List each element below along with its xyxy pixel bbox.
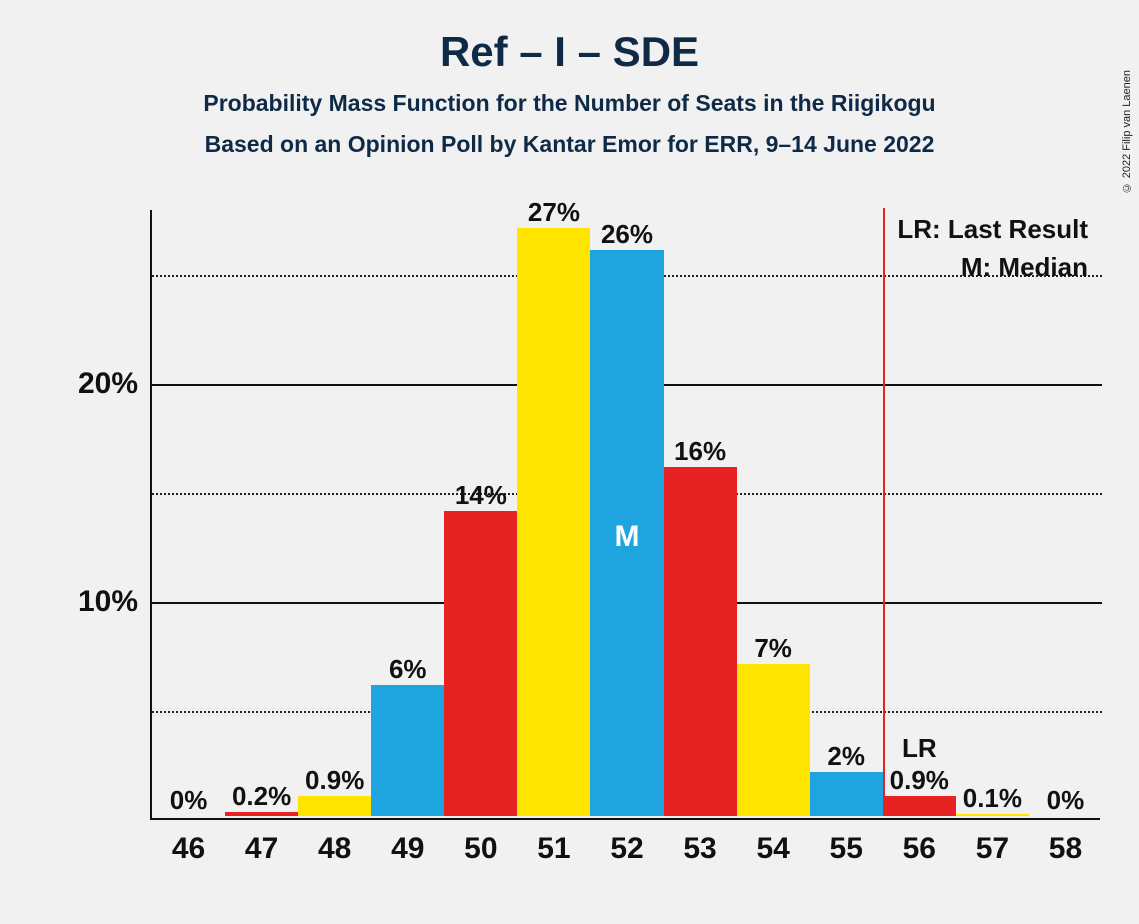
bar-value-label: 0% [1047, 785, 1085, 816]
x-axis-label: 52 [610, 832, 643, 866]
bar [737, 664, 810, 817]
bar [371, 685, 444, 816]
bar [298, 796, 371, 816]
x-axis-label: 57 [976, 832, 1009, 866]
bar-value-label: 16% [674, 436, 726, 467]
x-axis-label: 47 [245, 832, 278, 866]
bar-value-label: 0.1% [963, 783, 1022, 814]
bar [956, 814, 1029, 816]
median-marker: M [615, 520, 640, 554]
bar-value-label: 2% [827, 741, 865, 772]
bar [444, 511, 517, 816]
x-axis-label: 54 [756, 832, 789, 866]
copyright-text: © 2022 Filip van Laenen [1121, 70, 1133, 193]
bar [225, 812, 298, 816]
x-axis-label: 56 [903, 832, 936, 866]
chart-subtitle-1: Probability Mass Function for the Number… [0, 90, 1139, 117]
x-axis-label: 55 [830, 832, 863, 866]
x-axis-label: 50 [464, 832, 497, 866]
y-axis-label: 10% [78, 585, 138, 619]
x-axis-label: 53 [683, 832, 716, 866]
bar-value-label: 14% [455, 480, 507, 511]
chart-area: 10%20%0%460.2%470.9%486%4914%5027%5126%M… [150, 210, 1100, 820]
chart-subtitle-2: Based on an Opinion Poll by Kantar Emor … [0, 131, 1139, 158]
bar [517, 228, 590, 816]
bar-value-label: 0.2% [232, 781, 291, 812]
legend-m: M: Median [961, 252, 1088, 283]
bar-value-label: 6% [389, 654, 427, 685]
bar-value-label: 7% [754, 633, 792, 664]
bar [664, 467, 737, 816]
x-axis-label: 49 [391, 832, 424, 866]
bar-value-label: 27% [528, 197, 580, 228]
x-axis-label: 48 [318, 832, 351, 866]
bar-value-label: 0.9% [305, 765, 364, 796]
bar-value-label: 26% [601, 219, 653, 250]
legend-lr: LR: Last Result [897, 214, 1088, 245]
y-axis-label: 20% [78, 367, 138, 401]
bar-value-label: 0% [170, 785, 208, 816]
bar [883, 796, 956, 816]
lr-line [883, 208, 885, 816]
plot-region: 10%20%0%460.2%470.9%486%4914%5027%5126%M… [150, 210, 1100, 820]
x-axis-label: 58 [1049, 832, 1082, 866]
chart-title: Ref – I – SDE [0, 0, 1139, 76]
bar-value-label: 0.9% [890, 765, 949, 796]
lr-marker: LR [902, 733, 937, 764]
x-axis-label: 46 [172, 832, 205, 866]
x-axis-label: 51 [537, 832, 570, 866]
bar [810, 772, 883, 816]
